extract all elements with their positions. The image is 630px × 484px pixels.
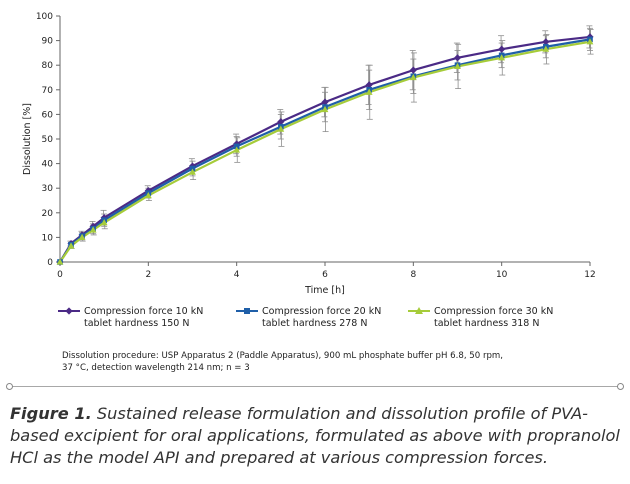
divider-right-cap bbox=[617, 383, 624, 390]
figure-caption-text: Sustained release formulation and dissol… bbox=[10, 404, 620, 467]
x-tick-label: 6 bbox=[322, 270, 328, 280]
y-tick-label: 100 bbox=[36, 12, 53, 22]
y-tick-label: 70 bbox=[42, 86, 54, 96]
data-point bbox=[144, 191, 152, 199]
data-point bbox=[409, 73, 417, 81]
legend-item-20kn: Compression force 20 kN tablet hardness … bbox=[236, 306, 381, 330]
data-point bbox=[78, 233, 86, 240]
data-point bbox=[89, 226, 97, 233]
data-point bbox=[233, 143, 240, 150]
data-point bbox=[453, 54, 462, 62]
data-point bbox=[365, 81, 373, 89]
legend-label-10kn: Compression force 10 kN tablet hardness … bbox=[84, 306, 204, 329]
series-line-2 bbox=[59, 38, 591, 263]
data-point bbox=[67, 242, 75, 249]
series-lines bbox=[59, 35, 591, 263]
error-bars bbox=[67, 25, 594, 249]
x-tick-label: 10 bbox=[496, 270, 508, 280]
data-point bbox=[586, 38, 594, 45]
procedure-line-2: 37 °C, detection wavelength 214 nm; n = … bbox=[62, 363, 250, 373]
y-tick-label: 40 bbox=[42, 160, 54, 170]
data-point bbox=[498, 54, 506, 61]
data-point bbox=[56, 258, 64, 265]
series-line-1 bbox=[59, 35, 591, 263]
data-point bbox=[189, 165, 196, 172]
chart-legend: Compression force 10 kN tablet hardness … bbox=[58, 306, 618, 340]
legend-item-30kn: Compression force 30 kN tablet hardness … bbox=[408, 306, 553, 330]
y-tick-label: 30 bbox=[42, 184, 54, 194]
x-tick-label: 12 bbox=[584, 270, 595, 280]
legend-swatch-10kn bbox=[58, 306, 80, 316]
y-tick-label: 10 bbox=[42, 233, 54, 243]
y-tick-label: 50 bbox=[42, 135, 54, 145]
y-tick-label: 80 bbox=[42, 61, 54, 71]
y-tick-label: 0 bbox=[47, 258, 53, 268]
axes: 0 10 20 30 40 50 60 70 80 90 100 0 2 4 6 8 10 12 bbox=[36, 12, 596, 280]
series-markers bbox=[56, 33, 594, 266]
data-point bbox=[498, 45, 506, 53]
series-line-3 bbox=[59, 40, 591, 263]
dissolution-chart: 0 10 20 30 40 50 60 70 80 90 100 0 2 4 6 8 10 12 Time [h]… bbox=[22, 12, 596, 296]
legend-swatch-30kn bbox=[408, 306, 430, 316]
divider-left-cap bbox=[6, 383, 13, 390]
y-tick-label: 20 bbox=[42, 209, 54, 219]
x-tick-label: 2 bbox=[145, 270, 151, 280]
x-tick-label: 8 bbox=[410, 270, 416, 280]
data-point bbox=[542, 45, 550, 52]
y-axis-title: Dissolution [%] bbox=[22, 103, 33, 175]
data-point bbox=[100, 219, 108, 226]
legend-item-10kn: Compression force 10 kN tablet hardness … bbox=[58, 306, 203, 330]
x-axis-title: Time [h] bbox=[304, 285, 345, 296]
procedure-line-1: Dissolution procedure: USP Apparatus 2 (… bbox=[62, 351, 504, 361]
legend-label-30kn: Compression force 30 kN tablet hardness … bbox=[434, 306, 554, 329]
data-point bbox=[321, 105, 329, 113]
y-tick-label: 60 bbox=[42, 110, 54, 120]
data-point bbox=[365, 88, 373, 95]
data-point bbox=[321, 98, 329, 106]
dissolution-procedure-note: Dissolution procedure: USP Apparatus 2 (… bbox=[62, 350, 582, 374]
data-point bbox=[277, 125, 285, 132]
data-point bbox=[189, 168, 196, 175]
caption-divider bbox=[10, 386, 622, 387]
data-point bbox=[233, 146, 241, 153]
data-point bbox=[454, 62, 461, 70]
x-tick-label: 4 bbox=[234, 270, 240, 280]
figure-label: Figure 1. bbox=[10, 404, 92, 423]
legend-swatch-20kn bbox=[236, 306, 258, 316]
figure-caption: Figure 1. Sustained release formulation … bbox=[10, 403, 625, 469]
y-tick-label: 90 bbox=[42, 37, 54, 47]
legend-label-20kn: Compression force 20 kN tablet hardness … bbox=[262, 306, 382, 329]
data-point bbox=[277, 118, 285, 126]
data-point bbox=[542, 38, 550, 46]
x-tick-label: 0 bbox=[57, 270, 63, 280]
data-point bbox=[409, 66, 417, 74]
